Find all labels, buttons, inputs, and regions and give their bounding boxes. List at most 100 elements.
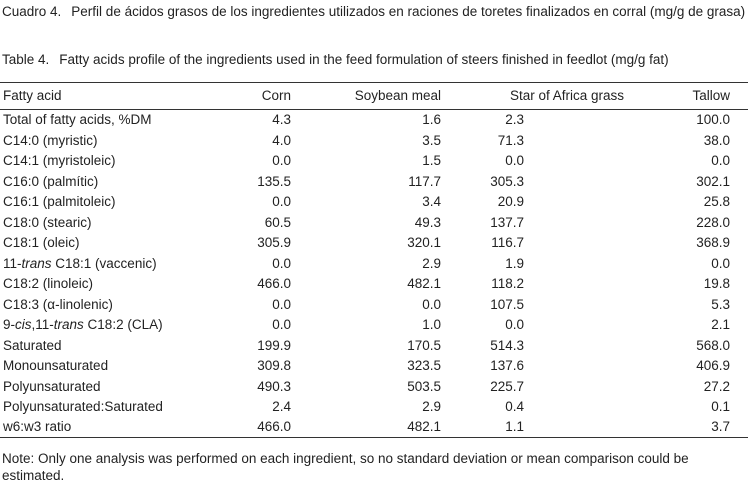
table-cell: 0.0: [422, 296, 441, 312]
table-cell: 0.0: [711, 255, 730, 271]
table-cell: 305.3: [490, 173, 524, 189]
table-cell: 320.1: [407, 235, 441, 250]
table-cell: 4.0: [272, 132, 291, 148]
column-header-soybean-meal: Soybean meal: [315, 82, 455, 110]
table-row: Polyunsaturated:Saturated 2.4 2.9 0.4 0.1: [0, 397, 748, 418]
table-cell: 514.3: [490, 337, 524, 353]
row-label: 11-trans C18:1 (vaccenic): [0, 253, 220, 274]
table-cell: 27.2: [703, 378, 730, 394]
row-label: C16:1 (palmitoleic): [3, 194, 116, 209]
table-cell: 323.5: [407, 358, 441, 373]
table-cell: 2.3: [505, 112, 524, 128]
table-row: C16:1 (palmitoleic) 0.0 3.4 20.9 25.8: [0, 192, 748, 213]
row-label-part: 9-: [3, 317, 16, 332]
table-cell: 3.7: [642, 417, 748, 438]
table-cell: 2.9: [422, 399, 441, 414]
table-cell: 19.8: [703, 276, 730, 291]
table-cell: 2.1: [711, 317, 730, 332]
table-cell: 482.1: [407, 276, 441, 291]
table-cell: 0.4: [505, 399, 524, 414]
table-row: C18:3 (α-linolenic) 0.0 0.0 107.5 5.3: [0, 294, 748, 315]
caption-english: Table 4. Fatty acids profile of the ingre…: [2, 53, 746, 67]
table-cell: 0.0: [272, 296, 291, 312]
table-cell: 1.0: [422, 317, 441, 332]
table-cell: 305.9: [257, 235, 291, 250]
row-label-part: C18:2 (CLA): [83, 317, 163, 332]
row-label-italic: trans: [21, 255, 52, 271]
table-cell: 170.5: [407, 337, 441, 353]
caption-spanish-text: Perfil de ácidos grasos de los ingredien…: [71, 4, 746, 19]
row-label: C16:0 (palmític): [3, 173, 99, 189]
column-header-fatty-acid: Fatty acid: [0, 82, 220, 110]
row-label: Total of fatty acids, %DM: [3, 112, 152, 128]
table-cell: 3.5: [422, 132, 441, 148]
row-label-part: ,11-: [31, 317, 54, 332]
table-cell: 116.7: [491, 235, 524, 250]
table-row: Total of fatty acids, %DM 4.3 1.6 2.3 100.0: [0, 110, 748, 131]
table-cell: 0.0: [272, 317, 291, 332]
row-label-italic: cis: [15, 317, 32, 332]
fatty-acids-table: Fatty acid Corn Soybean meal Star of Afr…: [0, 82, 748, 438]
table-cell: 118.2: [491, 276, 524, 291]
table-cell: 3.4: [422, 194, 441, 209]
table-cell: 0.0: [272, 153, 291, 168]
row-label: C18:1 (oleic): [3, 235, 80, 250]
row-label: Polyunsaturated:Saturated: [3, 399, 163, 414]
row-label: Monounsaturated: [3, 358, 109, 373]
table-cell: 490.3: [257, 378, 291, 394]
table-cell: 568.0: [696, 337, 730, 353]
table-footnote: Note: Only one analysis was performed on…: [2, 451, 689, 483]
table-cell: 503.5: [407, 378, 441, 394]
table-row: Polyunsaturated 490.3 503.5 225.7 27.2: [0, 376, 748, 397]
table-cell: 117.7: [408, 173, 441, 189]
column-header-tallow: Tallow: [642, 82, 748, 110]
table-cell: 1.9: [505, 255, 524, 271]
table-row: Monounsaturated 309.8 323.5 137.6 406.9: [0, 356, 748, 377]
row-label: C14:1 (myristoleic): [3, 153, 116, 168]
table-cell: 20.9: [497, 194, 524, 209]
row-label-italic: trans: [53, 317, 84, 332]
table-cell: 2.9: [422, 255, 441, 271]
table-cell: 309.8: [257, 358, 291, 373]
row-label: C18:2 (linoleic): [3, 276, 94, 291]
table-cell: 368.9: [696, 235, 730, 250]
caption-english-text: Fatty acids profile of the ingredients u…: [59, 52, 669, 67]
table-cell: 0.0: [711, 153, 730, 168]
column-header-corn: Corn: [220, 82, 315, 110]
table-cell: 0.0: [505, 317, 524, 332]
table-cell: 466.0: [257, 276, 291, 291]
table-cell: 137.7: [490, 214, 524, 230]
caption-spanish: Cuadro 4. Perfil de ácidos grasos de los …: [2, 3, 746, 21]
row-label: w6:w3 ratio: [0, 417, 220, 438]
table-cell: 1.1: [455, 417, 642, 438]
table-row: 11-trans C18:1 (vaccenic) 0.0 2.9 1.9 0.0: [0, 253, 748, 274]
caption-spanish-label: Cuadro 4.: [2, 4, 62, 19]
row-label-part: C18:1 (vaccenic): [51, 255, 157, 271]
table-row: C16:0 (palmític) 135.5 117.7 305.3 302.1: [0, 171, 748, 192]
table-cell: 60.5: [264, 214, 291, 230]
table-cell: 38.0: [703, 132, 730, 148]
table-cell: 1.5: [422, 153, 441, 168]
table-row: C18:2 (linoleic) 466.0 482.1 118.2 19.8: [0, 274, 748, 295]
table-row: C18:1 (oleic) 305.9 320.1 116.7 368.9: [0, 233, 748, 254]
table-row: Saturated 199.9 170.5 514.3 568.0: [0, 335, 748, 356]
table-row: 9-cis,11-trans C18:2 (CLA) 0.0 1.0 0.0 2.1: [0, 315, 748, 336]
table-cell: 1.6: [422, 112, 441, 128]
table-cell: 5.3: [711, 296, 730, 312]
row-label: C18:0 (stearic): [3, 214, 92, 230]
table-cell: 137.6: [490, 358, 524, 373]
table-cell: 0.0: [505, 153, 524, 168]
table-cell: 406.9: [696, 358, 730, 373]
row-label-part: 11-: [3, 255, 22, 271]
table-cell: 0.0: [272, 194, 291, 209]
row-label: 9-cis,11-trans C18:2 (CLA): [0, 315, 220, 336]
row-label: C14:0 (myristic): [3, 132, 98, 148]
table-cell: 228.0: [696, 214, 730, 230]
table-row: C14:1 (myristoleic) 0.0 1.5 0.0 0.0: [0, 151, 748, 172]
table-row: C14:0 (myristic) 4.0 3.5 71.3 38.0: [0, 130, 748, 151]
table-cell: 199.9: [257, 337, 291, 353]
table-row: C18:0 (stearic) 60.5 49.3 137.7 228.0: [0, 212, 748, 233]
row-label: Saturated: [3, 337, 62, 353]
row-label: C18:3 (α-linolenic): [3, 296, 113, 312]
